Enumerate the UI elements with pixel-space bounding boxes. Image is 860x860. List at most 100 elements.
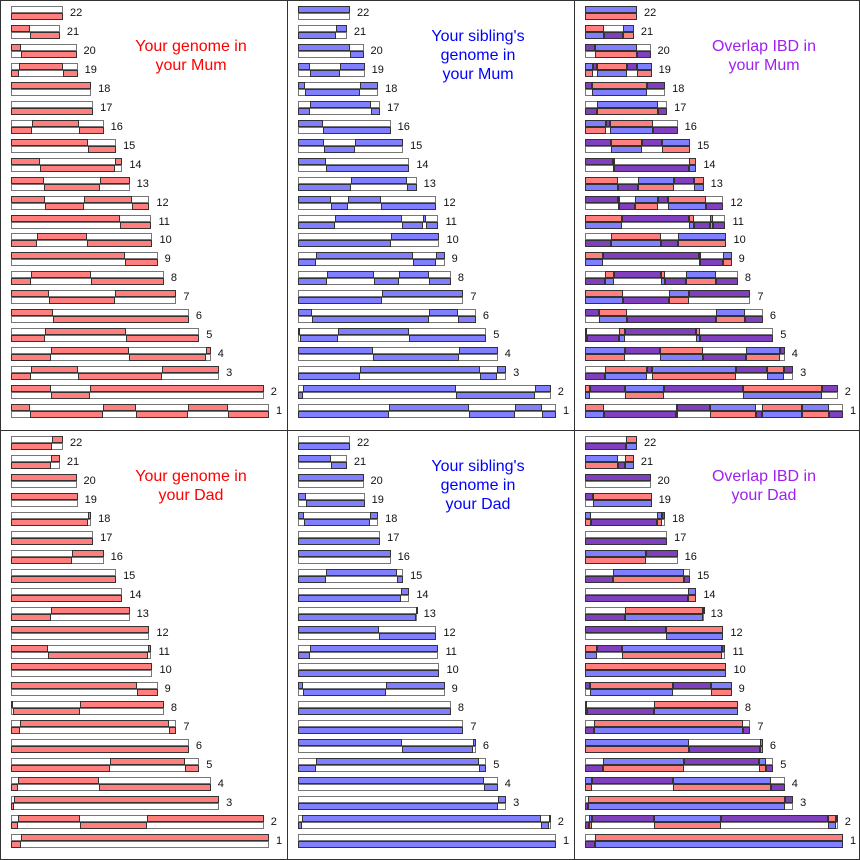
ibd-segment-sibling	[422, 214, 426, 222]
ibd-segment-you	[48, 651, 149, 659]
chromosome-18-strand-top	[11, 511, 92, 519]
ibd-segment-you	[11, 252, 126, 260]
ibd-segment-you	[594, 720, 744, 728]
ibd-segment-sibling	[298, 455, 332, 462]
ibd-segment-both	[618, 183, 639, 191]
chromosome-label: 10	[159, 664, 172, 677]
ibd-segment-you	[673, 784, 772, 792]
ibd-segment-both	[605, 119, 610, 127]
chromosome-label: 5	[206, 759, 213, 772]
chromosome-label: 14	[703, 158, 716, 171]
chromosome-3-strand-bottom	[11, 803, 220, 811]
ibd-segment-you	[11, 682, 137, 690]
ibd-segment-both	[660, 240, 678, 248]
chromosome-label: 21	[640, 26, 654, 38]
ibd-segment-sibling	[322, 126, 391, 134]
chromosome-label: 13	[423, 177, 436, 190]
ibd-segment-sibling	[429, 309, 459, 317]
ibd-segment-both	[614, 164, 690, 172]
chromosome-label: 15	[697, 569, 710, 582]
title-line: genome in	[440, 47, 516, 64]
ibd-segment-you	[634, 202, 658, 210]
ibd-segment-both	[622, 214, 690, 222]
chromosome-label: 4	[504, 778, 511, 791]
ibd-segment-sibling	[743, 392, 823, 400]
ibd-segment-sibling	[548, 815, 551, 823]
chromosome-label: 22	[70, 7, 83, 20]
ibd-segment-you	[49, 297, 116, 305]
ibd-segment-you	[689, 157, 697, 165]
chromosome-label: 1	[276, 835, 283, 847]
ibd-segment-you	[585, 335, 588, 343]
ibd-segment-you	[40, 164, 116, 172]
chromosome-label: 7	[183, 721, 190, 734]
ibd-segment-sibling	[585, 392, 591, 400]
title-line: your Mum	[442, 66, 514, 83]
ibd-segment-sibling	[585, 670, 727, 678]
panel-title: Your sibling's genome in your Mum	[378, 27, 578, 84]
ibd-segment-both	[585, 473, 651, 481]
ibd-segment-you	[589, 822, 593, 830]
ibd-segment-you	[11, 663, 153, 671]
ibd-segment-sibling	[298, 537, 381, 545]
ibd-segment-you	[660, 271, 666, 279]
ibd-segment-both	[585, 138, 611, 146]
ibd-segment-both	[642, 138, 662, 146]
chromosome-label: 10	[446, 234, 459, 247]
chromosome-label: 16	[684, 550, 697, 563]
ibd-segment-sibling	[324, 145, 356, 153]
ibd-segment-sibling	[624, 462, 634, 469]
ibd-segment-both	[683, 575, 691, 583]
chromosome-22-strand-top	[11, 6, 64, 14]
ibd-segment-you	[759, 746, 763, 754]
ibd-segment-you	[11, 126, 32, 134]
ibd-segment-you	[592, 81, 648, 89]
ibd-segment-sibling	[802, 404, 830, 411]
ibd-segment-you	[656, 518, 662, 526]
ibd-segment-sibling	[484, 784, 498, 792]
ibd-segment-both	[771, 784, 785, 792]
ibd-segment-you	[585, 176, 619, 184]
ibd-segment-both	[652, 126, 678, 134]
ibd-segment-you	[669, 297, 690, 305]
chromosome-label: 17	[674, 101, 687, 114]
chromosome-label: 22	[357, 437, 370, 450]
ibd-segment-sibling	[653, 708, 738, 716]
ibd-segment-both	[590, 385, 625, 393]
ibd-segment-you	[651, 373, 736, 381]
chromosome-label: 19	[658, 493, 671, 506]
chromosome-label: 20	[83, 474, 96, 487]
ibd-segment-sibling	[298, 43, 351, 51]
ibd-segment-you	[44, 183, 101, 191]
ibd-segment-both	[626, 316, 717, 324]
ibd-segment-you	[595, 50, 637, 58]
ibd-segment-both	[585, 594, 688, 602]
ibd-segment-both	[664, 385, 744, 393]
ibd-segment-you	[11, 841, 22, 848]
ibd-segment-you	[50, 606, 130, 614]
ibd-segment-sibling	[585, 549, 647, 557]
chromosome-label: 9	[738, 683, 745, 696]
ibd-segment-sibling	[673, 777, 772, 785]
ibd-segment-sibling	[335, 214, 403, 222]
chromosome-label: 8	[170, 702, 178, 715]
ibd-segment-sibling	[298, 62, 311, 70]
ibd-segment-sibling	[351, 176, 408, 184]
chromosome-label: 13	[423, 607, 436, 620]
ibd-segment-both	[623, 297, 670, 305]
ibd-segment-sibling	[298, 328, 301, 336]
ibd-segment-sibling	[298, 727, 464, 735]
ibd-segment-sibling	[315, 252, 414, 260]
ibd-segment-sibling	[677, 233, 727, 241]
ibd-segment-you	[147, 815, 264, 823]
ibd-segment-both	[585, 195, 619, 203]
ibd-segment-sibling	[622, 644, 723, 652]
chromosome-label: 20	[83, 44, 96, 57]
ibd-segment-sibling	[479, 765, 487, 773]
chromosome-17-strand-top	[11, 530, 94, 538]
ibd-segment-sibling	[310, 100, 371, 108]
ibd-segment-both	[624, 328, 697, 336]
chromosome-label: 11	[158, 645, 170, 658]
chromosome-label: 3	[513, 797, 520, 810]
ibd-segment-sibling	[303, 689, 387, 697]
